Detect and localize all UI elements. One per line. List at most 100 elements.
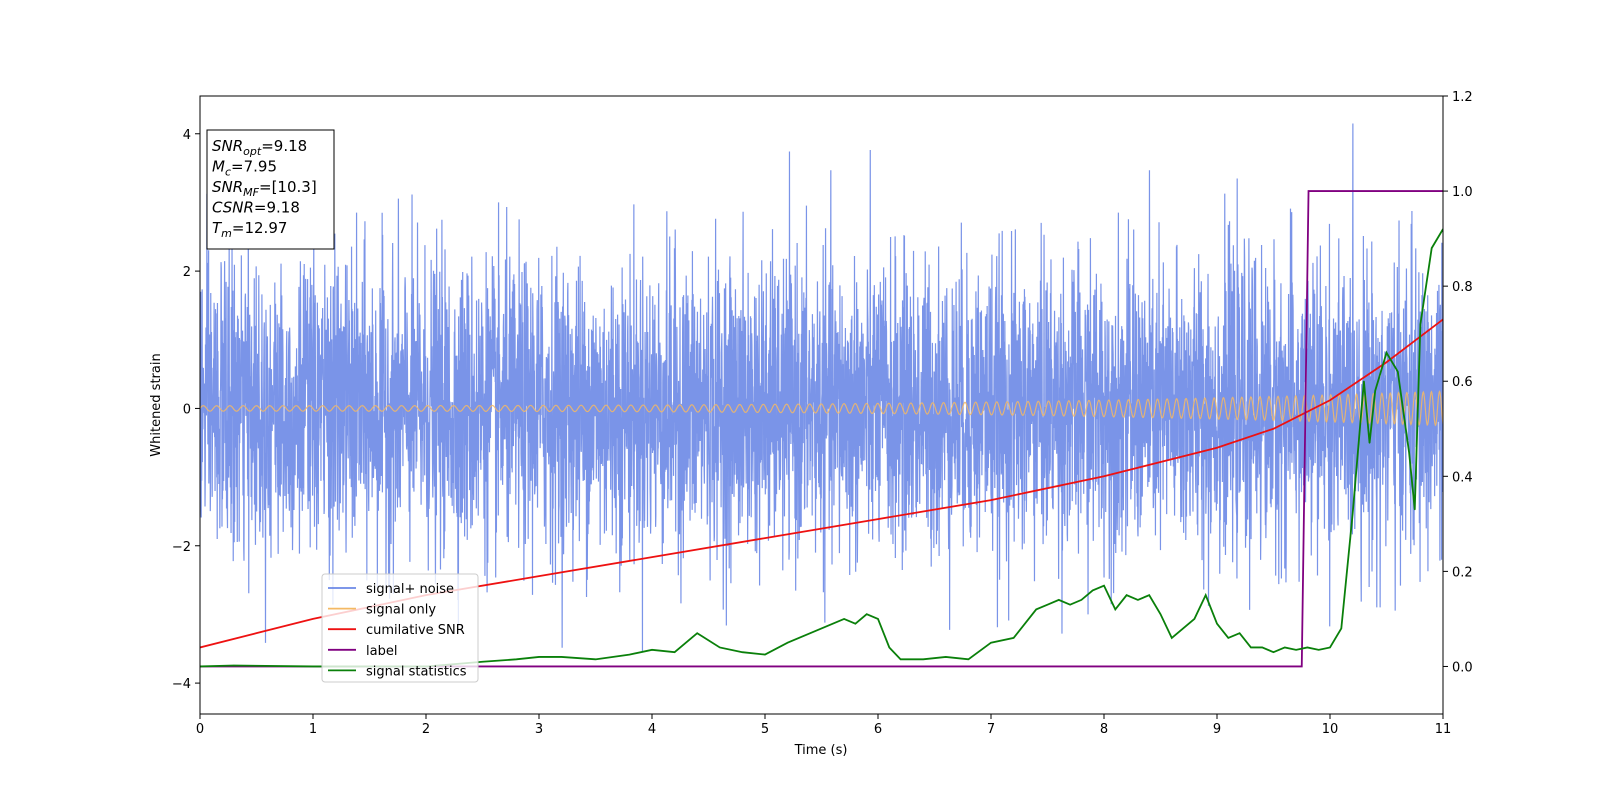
- series-signal-statistics-point: [1318, 649, 1320, 651]
- series-signal-statistics-point: [1261, 646, 1263, 649]
- series-signal-statistics-point: [515, 658, 518, 660]
- series-signal-statistics-point: [696, 632, 698, 634]
- annotation-line: Mc=7.95: [212, 158, 277, 179]
- y-right-tick-label: 1.2: [1452, 90, 1473, 105]
- series-signal-statistics-point: [1374, 390, 1376, 392]
- series-signal-statistics-point: [312, 665, 314, 668]
- series-signal-plus-noise: [200, 123, 1443, 653]
- x-tick-label: 11: [1435, 722, 1452, 737]
- series-signal-statistics-point: [1239, 632, 1241, 634]
- series-signal-statistics-point: [481, 661, 484, 663]
- legend-label: cumilative SNR: [366, 623, 465, 638]
- x-tick-label: 9: [1213, 722, 1221, 737]
- series-signal-statistics-point: [1092, 589, 1094, 592]
- series-signal-statistics-point: [1431, 247, 1433, 249]
- series-signal-statistics-point: [1182, 627, 1184, 630]
- series-signal-statistics-point: [1080, 599, 1082, 601]
- x-tick-label: 8: [1100, 722, 1108, 737]
- x-tick-label: 2: [422, 722, 430, 737]
- y-axis-label-left: Whitened strain: [149, 353, 164, 456]
- x-tick-label: 5: [761, 722, 769, 737]
- series-signal-statistics-point: [1205, 594, 1207, 596]
- series-signal-statistics-point: [922, 658, 924, 660]
- series-signal-statistics-point: [764, 653, 766, 656]
- legend-label: signal+ noise: [366, 582, 454, 597]
- y-right-tick-label: 0.2: [1452, 565, 1473, 580]
- annotation-line: Tm=12.97: [212, 219, 287, 240]
- series-signal-statistics-point: [1408, 451, 1410, 454]
- annotation-line: SNRMF=[10.3]: [212, 178, 317, 199]
- series-signal-statistics-point: [1126, 594, 1128, 596]
- series-cumilative-snr-point: [764, 537, 766, 539]
- series-signal-statistics-point: [809, 632, 811, 634]
- x-tick-label: 1: [309, 722, 317, 737]
- series-signal-statistics-point: [1148, 594, 1150, 596]
- series-signal-statistics-point: [1340, 627, 1342, 630]
- series-cumilative-snr-point: [1216, 447, 1218, 449]
- series-signal-statistics-point: [1035, 608, 1037, 611]
- series-label: [200, 190, 1443, 668]
- y-right-tick-label: 0.4: [1452, 470, 1473, 485]
- series-signal-statistics-point: [1114, 608, 1116, 611]
- legend: signal+ noise signal only cumilative SNR la…: [321, 573, 479, 683]
- series-signal-statistics-point: [1227, 637, 1229, 639]
- y-left-tick-label: −2: [172, 540, 191, 555]
- series-cumilative-snr-point: [255, 632, 258, 634]
- series-label-point: [1301, 665, 1303, 668]
- series-signal-statistics-point: [854, 623, 857, 625]
- series-cumilative-snr-point: [651, 556, 653, 558]
- x-axis-label: Time (s): [794, 743, 848, 758]
- series-signal-statistics-point: [1216, 623, 1218, 625]
- series-signal-statistics-point: [651, 649, 653, 651]
- series-signal-statistics-point: [1284, 646, 1286, 649]
- legend-label: signal statistics: [366, 664, 467, 679]
- series-signal-statistics-point: [741, 651, 744, 653]
- y-axis-left: −4 −2 0 2 4: [172, 128, 200, 692]
- series-cumilative-snr-point: [1385, 361, 1388, 363]
- series-signal-statistics-point: [628, 653, 631, 656]
- series-signal-statistics-point: [843, 618, 845, 620]
- series-signal-only: [200, 390, 1443, 427]
- series-signal-statistics-point: [1385, 352, 1388, 354]
- series-signal-statistics-point: [866, 613, 868, 615]
- series-signal-statistics-point: [832, 623, 834, 625]
- series-cumilative-snr-point: [538, 575, 540, 577]
- series-signal-statistics-point: [1419, 323, 1421, 325]
- series-signal-statistics-point: [719, 646, 721, 649]
- series-signal-statistics-point: [1272, 651, 1275, 653]
- series-signal-statistics-point: [1193, 618, 1195, 620]
- series-signal-statistics-point: [1414, 508, 1416, 511]
- series-signal-statistics-point: [1069, 604, 1071, 606]
- series-signal-statistics-point: [990, 642, 992, 644]
- y-right-tick-label: 0.0: [1452, 660, 1473, 675]
- series-signal-statistics-point: [1137, 599, 1139, 601]
- series-signal-statistics-point: [1171, 637, 1173, 639]
- legend-label: signal only: [366, 603, 436, 618]
- series-signal-statistics-point: [787, 642, 789, 644]
- y-left-tick-label: −4: [172, 677, 191, 692]
- y-left-tick-label: 4: [183, 128, 191, 143]
- series-signal-statistics-point: [1013, 637, 1015, 639]
- series-signal-statistics-point: [888, 646, 890, 649]
- series-signal-statistics-point: [1250, 646, 1252, 649]
- legend-frame: [321, 573, 479, 683]
- y-right-tick-label: 0.6: [1452, 375, 1473, 390]
- series-signal-statistics-point: [1363, 380, 1365, 382]
- series-signal-statistics-point: [1295, 649, 1297, 651]
- series-signal-statistics-point: [561, 656, 563, 658]
- x-tick-label: 4: [648, 722, 656, 737]
- series-signal-statistics-point: [1329, 646, 1331, 649]
- series-cumilative-snr-point: [1329, 399, 1331, 401]
- series-signal-statistics-point: [1046, 604, 1049, 606]
- x-tick-label: 7: [987, 722, 995, 737]
- y-axis-right: 0.0 0.2 0.4 0.6 0.8 1.0 1.2: [1443, 90, 1473, 675]
- annotation-line: SNRopt=9.18: [212, 137, 307, 158]
- axes-frame: [199, 95, 1444, 715]
- series-signal-statistics-point: [1306, 646, 1308, 649]
- x-tick-label: 10: [1322, 722, 1339, 737]
- series-signal-statistics-point: [1368, 442, 1371, 444]
- series-signal-statistics-point: [1103, 585, 1105, 587]
- y-left-tick-label: 0: [183, 402, 191, 417]
- series-label-point: [1307, 190, 1310, 192]
- series-signal-statistics-point: [1397, 371, 1399, 373]
